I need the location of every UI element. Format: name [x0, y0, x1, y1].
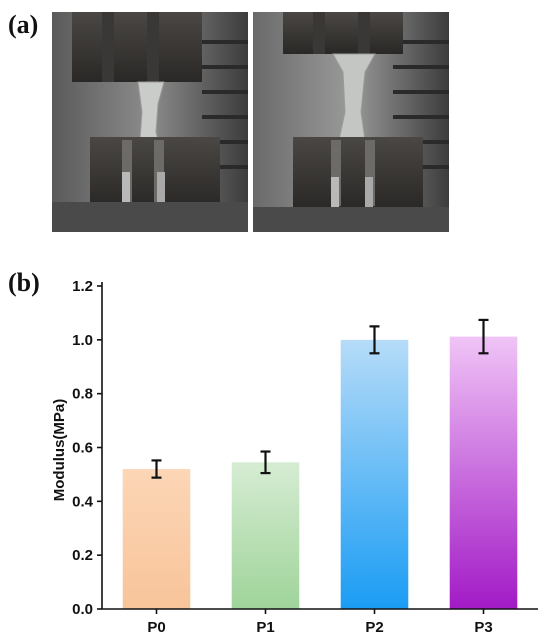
bar-p2	[340, 339, 409, 609]
y-axis-title: Modulus(MPa)	[51, 399, 68, 502]
specimen-photo-after	[253, 12, 449, 232]
panel-label-a: (a)	[8, 10, 39, 39]
error-bar-p1	[260, 450, 271, 475]
bar-p0	[122, 469, 191, 609]
error-bar-p3	[478, 318, 489, 355]
x-tick-label: P3	[474, 619, 492, 636]
y-tick-label: 0.6	[72, 440, 93, 457]
panel-label-b: (b)	[8, 268, 40, 297]
y-tick-label: 1.2	[72, 278, 93, 295]
modulus-bar-chart: 0.0 0.2 0.4 0.6 0.8 1.0 1.2 P0 P1 P2 P3 Modulus(M…	[51, 278, 538, 636]
x-tick-label: P2	[365, 619, 383, 636]
y-tick-label: 0.4	[72, 493, 94, 510]
x-tick-label: P1	[256, 619, 274, 636]
bar-p1	[231, 462, 300, 609]
y-tick-label: 0.8	[72, 386, 93, 403]
y-tick-label: 0.2	[72, 547, 93, 564]
error-bar-p2	[369, 325, 380, 355]
specimen-photo-before	[52, 12, 248, 232]
error-bar-p0	[151, 459, 162, 479]
x-tick-label: P0	[147, 619, 165, 636]
y-tick-label: 1.0	[72, 332, 93, 349]
y-tick-label: 0.0	[72, 601, 93, 618]
bar-p3	[449, 336, 518, 609]
